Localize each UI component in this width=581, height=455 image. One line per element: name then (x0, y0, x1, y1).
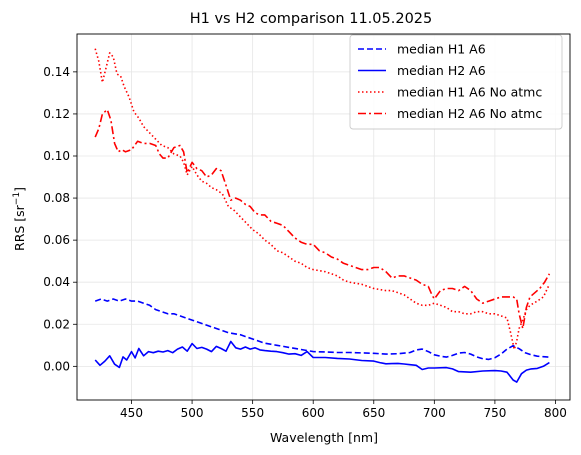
x-tick-label: 550 (241, 406, 264, 420)
legend-label-median-h1-a6: median H1 A6 (397, 42, 486, 57)
series-line-median-h2-a6 (94, 340, 550, 383)
y-axis: 0.00 0.02 0.04 0.06 0.08 0.10 0.12 0.14 (43, 65, 77, 373)
y-tick-label: 0.02 (43, 317, 70, 331)
plot-frame (76, 33, 571, 401)
x-tick-label: 700 (423, 406, 446, 420)
y-tick-label: 0.06 (43, 233, 70, 247)
chart-title: H1 vs H2 comparison 11.05.2025 (190, 11, 433, 27)
x-tick-label: 650 (362, 406, 385, 420)
y-tick-label: 0.00 (43, 359, 70, 373)
y-axis-label-main: RRS [sr (12, 204, 27, 251)
y-tick-label: 0.10 (43, 149, 70, 163)
x-tick-label: 450 (120, 406, 143, 420)
y-axis-label: RRS [sr−1] (12, 187, 27, 251)
y-axis-label-superscript: −1 (12, 192, 22, 205)
legend-label-median-h2-a6: median H2 A6 (397, 63, 486, 78)
x-tick-label: 600 (302, 406, 325, 420)
y-tick-label: 0.04 (43, 275, 70, 289)
x-tick-label: 500 (181, 406, 204, 420)
x-tick-label: 800 (544, 406, 567, 420)
series-line-median-h1-a6 (94, 298, 550, 361)
x-axis-label: Wavelength [nm] (270, 430, 378, 445)
x-tick-label: 750 (483, 406, 506, 420)
y-tick-label: 0.08 (43, 191, 70, 205)
series-line-median-h2-a6-no-atmc (94, 108, 551, 330)
y-axis-label-end: ] (12, 187, 27, 192)
x-axis: 450 500 550 600 650 700 750 800 (120, 400, 567, 420)
legend-frame (349, 34, 563, 130)
series-lines (94, 48, 551, 383)
legend-label-median-h2-a6-no-atmc: median H2 A6 No atmc (397, 106, 542, 121)
legend-label-median-h1-a6-no-atmc: median H1 A6 No atmc (397, 85, 542, 100)
y-tick-label: 0.12 (43, 107, 70, 121)
y-tick-label: 0.14 (43, 65, 70, 79)
series-line-median-h1-a6-no-atmc (94, 48, 551, 351)
legend: median H1 A6 median H2 A6 median H1 A6 No … (349, 34, 563, 130)
